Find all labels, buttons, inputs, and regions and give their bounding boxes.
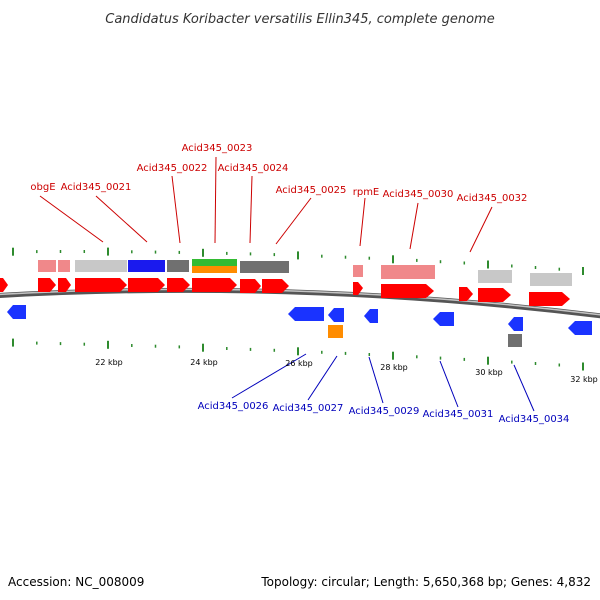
feature-bar: [58, 260, 70, 272]
scale-label: 26 kbp: [285, 359, 313, 368]
cds-arrow-reverse: [7, 305, 26, 319]
scale-label: 28 kbp: [380, 363, 408, 372]
gene-label: Acid345_0029: [349, 406, 420, 417]
leader-line: [513, 364, 535, 412]
gene-label: Acid345_0024: [218, 163, 289, 174]
cds-arrow-forward: [38, 278, 56, 292]
cds-arrow-forward: [459, 287, 473, 301]
gene-labels-top: obgE Acid345_0021 Acid345_0022 Acid345_0…: [30, 143, 527, 204]
cds-arrow-forward: [58, 278, 71, 292]
leader-line: [231, 353, 307, 399]
cds-arrow-reverse: [288, 307, 324, 321]
leaders-bottom: [231, 353, 535, 412]
leader-line: [359, 197, 366, 247]
scale-label: 30 kbp: [475, 368, 503, 377]
gene-label: Acid345_0023: [182, 143, 253, 154]
leader-line: [439, 360, 459, 408]
cds-arrow-forward: [167, 278, 190, 292]
cds-arrow-reverse: [508, 317, 523, 331]
gene-label: Acid345_0032: [457, 193, 528, 204]
leaders-top: [39, 156, 493, 253]
feature-bar: [262, 261, 289, 273]
leader-line: [469, 206, 493, 253]
leader-line: [275, 197, 312, 245]
cds-arrow-forward: [192, 278, 237, 292]
gene-label: Acid345_0021: [61, 182, 132, 193]
gene-label: Acid345_0026: [198, 401, 269, 412]
feature-bar: [508, 334, 522, 347]
cds-arrow-reverse: [568, 321, 592, 335]
cds-arrow-forward: [353, 282, 363, 295]
scale-label: 22 kbp: [95, 358, 123, 367]
gene-label: Acid345_0030: [383, 189, 454, 200]
map-title: Candidatus Koribacter versatilis Ellin34…: [105, 12, 494, 27]
cds-arrow-forward: [75, 278, 127, 292]
gene-labels-bottom: Acid345_0026 Acid345_0027 Acid345_0029 A…: [198, 401, 570, 425]
feature-bar: [381, 265, 435, 279]
accession-text: Accession: NC_008009: [8, 575, 144, 589]
gene-label: Acid345_0034: [499, 414, 570, 425]
gene-label: Acid345_0025: [276, 185, 347, 196]
genome-backbone: [0, 287, 600, 319]
cds-arrow-reverse: [364, 309, 378, 323]
genome-stats-text: Topology: circular; Length: 5,650,368 bp…: [260, 575, 591, 589]
leader-line: [307, 355, 338, 401]
feature-bar: [167, 260, 189, 272]
tick-row-top: [12, 247, 584, 275]
feature-bar: [192, 266, 237, 273]
leader-line: [368, 356, 384, 404]
gene-label: Acid345_0031: [423, 409, 494, 420]
cds-arrow-reverse: [433, 312, 454, 326]
feature-bar: [75, 260, 127, 272]
feature-bar: [240, 261, 262, 273]
cds-arrow-forward: [262, 279, 289, 293]
cds-arrow-forward: [381, 284, 434, 298]
feature-bar: [128, 260, 165, 272]
cds-reverse-row: [7, 305, 592, 335]
feature-bars-lower: [328, 325, 522, 347]
scale-label: 32 kbp: [570, 375, 598, 384]
scale-label: 24 kbp: [190, 358, 218, 367]
feature-bar: [192, 259, 237, 266]
leader-line: [409, 202, 419, 250]
cds-arrow-forward: [478, 288, 511, 302]
feature-bars-upper: [38, 259, 572, 286]
feature-bar: [478, 270, 512, 283]
cds-arrow-forward: [0, 278, 8, 292]
tick-row-bottom: [12, 338, 584, 371]
leader-line: [249, 175, 253, 244]
cds-arrow-forward: [240, 279, 261, 293]
gene-label: Acid345_0027: [273, 403, 344, 414]
leader-line: [171, 175, 181, 244]
cds-arrow-forward: [128, 278, 165, 292]
scale-labels: 22 kbp 24 kbp 26 kbp 28 kbp 30 kbp 32 kb…: [95, 358, 598, 384]
leader-line: [214, 156, 217, 244]
feature-bar: [38, 260, 56, 272]
leader-line: [39, 195, 104, 243]
gene-label: obgE: [30, 182, 55, 193]
cds-forward-row: [0, 278, 570, 306]
leader-line: [95, 195, 148, 243]
feature-bar: [530, 273, 572, 286]
gene-label: Acid345_0022: [137, 163, 208, 174]
cds-arrow-forward: [529, 292, 570, 306]
feature-bar: [328, 325, 343, 338]
gene-label: rpmE: [353, 187, 380, 198]
feature-bar: [353, 265, 363, 277]
cds-arrow-reverse: [328, 308, 344, 322]
